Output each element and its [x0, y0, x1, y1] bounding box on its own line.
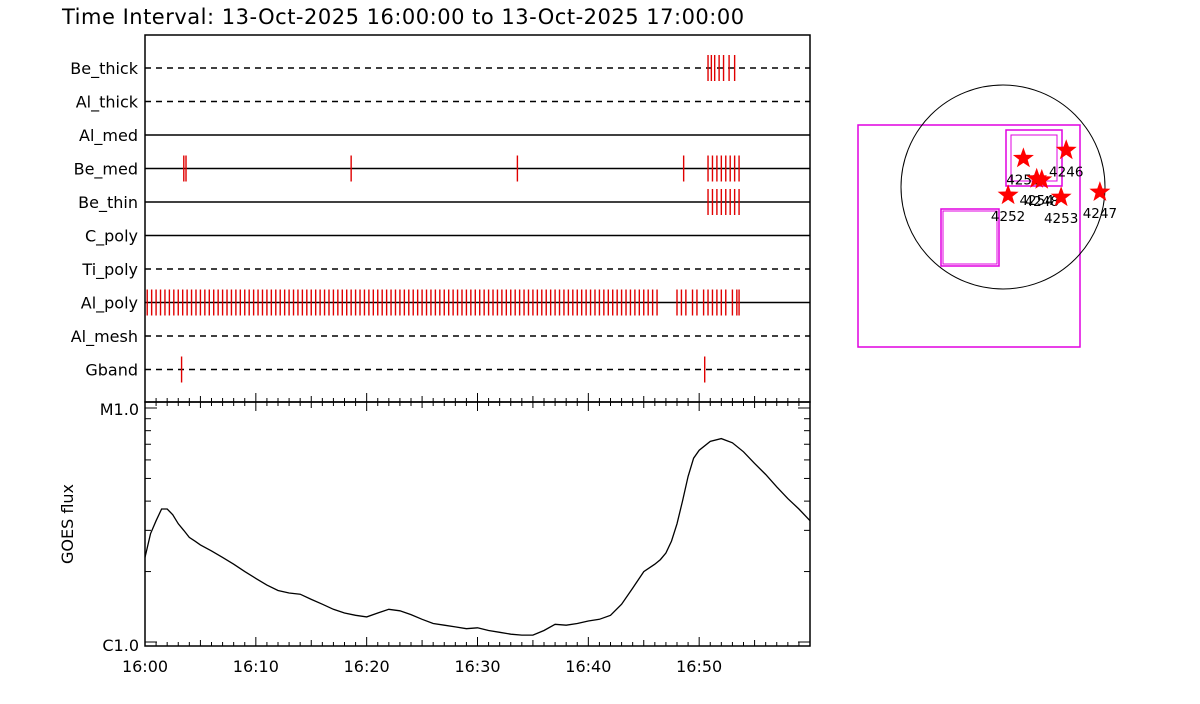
y-tick-label: M1.0	[100, 400, 139, 419]
x-tick-label: 16:40	[565, 657, 611, 676]
row-label: Gband	[85, 361, 138, 380]
goes-flux-plot: C1.0 M1.0 GOES flux 16:00 16:10 16:20 16:30 16:…	[58, 393, 811, 676]
region-star	[1055, 139, 1077, 160]
y-tick-label: C1.0	[102, 636, 139, 655]
row-label: Al_med	[79, 126, 138, 146]
row-label: C_poly	[85, 227, 138, 247]
region-label: 4246	[1049, 164, 1083, 180]
y-axis-label: GOES flux	[58, 484, 77, 564]
x-tick-label: 16:30	[454, 657, 500, 676]
goes-flux-line	[144, 437, 811, 636]
row-label: Be_thin	[78, 193, 138, 213]
region-label: 4248	[1025, 194, 1059, 210]
fov-box	[1005, 129, 1063, 187]
row-label: Al_thick	[76, 93, 139, 113]
region-label: 4253	[1044, 211, 1078, 227]
region-label: 4252	[991, 209, 1025, 225]
region-star	[1050, 186, 1072, 207]
row-label: Al_mesh	[71, 327, 138, 347]
fov-box	[942, 210, 998, 265]
region-label: 4254	[1019, 193, 1053, 209]
solar-limb	[900, 84, 1106, 290]
region-star	[997, 184, 1019, 205]
x-tick-label: 16:00	[122, 657, 168, 676]
row-label: Be_thick	[70, 59, 138, 79]
region-star	[1012, 147, 1034, 168]
filter-timeline: Be_thick Al_thick Al_med Be_med Be_thin C_pol…	[70, 34, 811, 403]
fov-box	[940, 208, 1000, 267]
row-label: Ti_poly	[81, 260, 138, 280]
timeline-frame	[144, 34, 811, 403]
region-star	[1089, 181, 1111, 201]
x-tick-label: 16:10	[233, 657, 279, 676]
row-label: Al_poly	[81, 294, 138, 314]
region-label: 4247	[1083, 206, 1117, 222]
x-tick-label: 16:20	[344, 657, 390, 676]
x-tick-label: 16:50	[676, 657, 722, 676]
chart-title: Time Interval: 13-Oct-2025 16:00:00 to 1…	[61, 5, 745, 29]
row-label: Be_med	[74, 160, 138, 180]
fov-box-large	[857, 124, 1081, 348]
region-star	[1031, 168, 1053, 189]
goes-frame	[144, 401, 811, 647]
